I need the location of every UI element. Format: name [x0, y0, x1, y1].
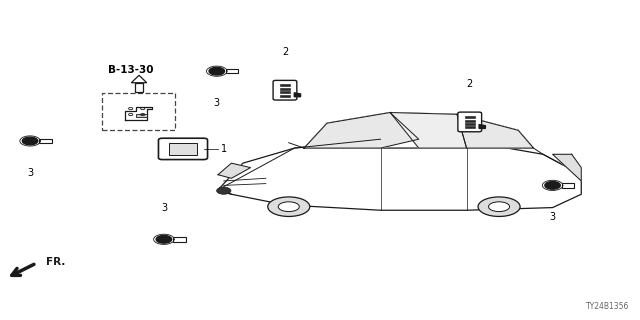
Bar: [135, 83, 143, 92]
Bar: [280, 84, 290, 86]
Bar: [168, 143, 198, 155]
Text: TY24B1356: TY24B1356: [586, 302, 629, 311]
Polygon shape: [209, 67, 225, 75]
Bar: [465, 126, 475, 128]
Text: 2: 2: [282, 47, 288, 57]
Bar: [465, 123, 475, 125]
Polygon shape: [22, 137, 38, 145]
FancyBboxPatch shape: [159, 138, 207, 160]
Polygon shape: [294, 93, 301, 97]
Text: FR.: FR.: [46, 257, 65, 267]
Bar: [562, 183, 574, 188]
Polygon shape: [218, 163, 250, 178]
Polygon shape: [156, 236, 172, 243]
Bar: [136, 114, 147, 117]
Bar: [465, 120, 475, 122]
Bar: [280, 88, 290, 90]
Bar: [465, 116, 475, 118]
Text: 1: 1: [221, 144, 227, 154]
Text: B-13-30: B-13-30: [108, 65, 154, 75]
Bar: [102, 93, 175, 130]
Bar: [280, 91, 290, 93]
Ellipse shape: [478, 197, 520, 216]
Polygon shape: [545, 181, 560, 189]
FancyBboxPatch shape: [458, 112, 482, 132]
Text: 3: 3: [214, 98, 220, 108]
Bar: [226, 69, 239, 74]
Polygon shape: [304, 113, 419, 148]
FancyBboxPatch shape: [273, 80, 297, 100]
Polygon shape: [552, 154, 581, 181]
Text: 2: 2: [467, 79, 473, 89]
Polygon shape: [131, 75, 147, 83]
Bar: [39, 139, 52, 143]
Polygon shape: [390, 113, 467, 148]
Ellipse shape: [488, 202, 509, 212]
Bar: [173, 237, 186, 242]
Text: 3: 3: [27, 168, 33, 178]
Bar: [280, 95, 290, 97]
Ellipse shape: [268, 197, 310, 216]
Ellipse shape: [278, 202, 300, 212]
Polygon shape: [479, 124, 485, 128]
Text: 3: 3: [161, 203, 167, 212]
Circle shape: [217, 187, 231, 194]
Polygon shape: [457, 114, 534, 148]
Polygon shape: [304, 113, 534, 148]
Text: 3: 3: [550, 212, 556, 222]
Polygon shape: [218, 139, 581, 210]
